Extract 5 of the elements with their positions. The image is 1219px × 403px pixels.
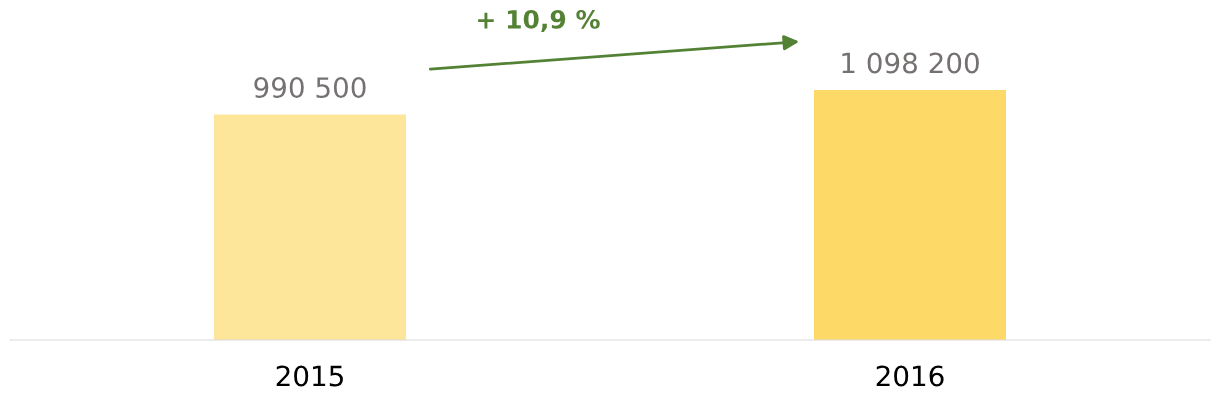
x-tick-label: 2015 — [276, 365, 343, 387]
text: + 10,9 % — [478, 9, 600, 32]
data-label: 1 098 200 — [842, 52, 979, 74]
x-tick-label: 2016 — [876, 365, 944, 387]
data-label: 990 500 — [254, 77, 366, 99]
